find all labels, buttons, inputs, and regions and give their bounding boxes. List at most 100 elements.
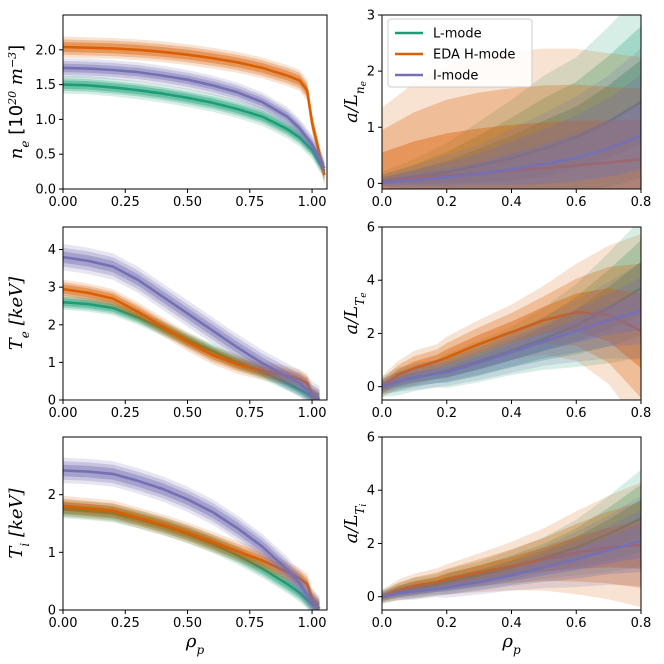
y-tick-label: 1	[48, 546, 56, 561]
x-tick-label: 0.8	[631, 195, 652, 210]
x-axis-label: ρp	[185, 631, 205, 657]
y-axis-label: ne [1020 m−3]	[6, 45, 33, 159]
uncertainty-band	[63, 457, 320, 610]
y-axis-label-part: a/L	[341, 94, 362, 123]
uncertainty-band	[382, 288, 641, 391]
y-axis-label-part: e	[359, 292, 369, 297]
x-tick-label: 0.50	[173, 406, 202, 421]
series-line	[382, 539, 641, 598]
uncertainty-band	[63, 296, 320, 400]
y-tick-label: 0	[367, 590, 375, 605]
x-tick-label: 0.4	[501, 616, 522, 631]
uncertainty-band	[382, 59, 641, 184]
y-axis-label-part: e	[359, 81, 369, 86]
y-axis-label: a/Lne	[341, 81, 369, 123]
plot-area	[382, 227, 641, 400]
y-axis-label-part: [keV]	[6, 487, 27, 542]
axes-frame	[62, 226, 328, 401]
y-tick-label: 2	[367, 327, 375, 342]
x-axis-label-part: p	[513, 643, 521, 657]
series-i-mode	[382, 495, 641, 603]
x-tick-label: 0.00	[49, 195, 78, 210]
x-axis-label-part: ρ	[501, 631, 513, 652]
uncertainty-band	[63, 461, 320, 610]
series-line	[382, 100, 641, 182]
series-i-mode	[63, 58, 326, 178]
series-eda-h-mode	[63, 495, 321, 610]
uncertainty-band	[63, 294, 320, 400]
series-line	[63, 45, 326, 176]
uncertainty-band	[382, 277, 641, 393]
y-axis-label-part: −3	[6, 52, 19, 68]
uncertainty-band	[382, 495, 641, 603]
y-axis-label-part: ]	[6, 45, 27, 52]
y-axis-label: Ti [keV]	[6, 487, 32, 558]
y-axis-label-part: i	[18, 543, 32, 547]
series-l-mode	[63, 294, 320, 400]
y-tick-label: 6	[367, 221, 375, 236]
plot-area	[63, 243, 321, 400]
x-tick-label: 0.2	[436, 406, 457, 421]
y-tick-label: 0.5	[35, 148, 56, 163]
y-axis-label-part: 20	[6, 91, 19, 106]
series-line	[63, 300, 320, 400]
y-tick-label: 1	[48, 356, 56, 371]
uncertainty-band	[63, 501, 320, 610]
y-axis-label-part: T	[353, 506, 367, 515]
y-tick-label: 3	[48, 281, 56, 296]
uncertainty-band	[63, 243, 320, 400]
series-i-mode	[63, 457, 321, 610]
x-axis-label-part: ρ	[185, 631, 197, 652]
y-axis-label-part: T	[353, 297, 367, 306]
x-tick-label: 1.00	[298, 195, 327, 210]
y-tick-label: 3	[367, 9, 375, 24]
uncertainty-band	[63, 36, 325, 186]
y-tick-label: 0	[367, 177, 375, 192]
x-tick-label: 0.6	[566, 195, 587, 210]
y-tick-label: 0	[48, 604, 56, 619]
axes-frame	[62, 436, 328, 611]
y-tick-label: 0	[367, 380, 375, 395]
y-axis-label-part: a/L	[341, 515, 362, 544]
x-tick-label: 0.25	[111, 195, 140, 210]
x-tick-label: 0.25	[111, 406, 140, 421]
x-tick-label: 0.6	[566, 406, 587, 421]
x-tick-label: 0.75	[235, 195, 264, 210]
uncertainty-band	[63, 502, 320, 610]
series-line	[63, 504, 321, 610]
y-axis-label-part: n	[353, 86, 367, 94]
plot-area	[63, 457, 321, 610]
series-i-mode	[382, 262, 641, 395]
series-line	[382, 310, 641, 388]
uncertainty-band	[382, 262, 641, 395]
legend-label: L-mode	[433, 27, 482, 42]
uncertainty-band	[382, 227, 641, 398]
x-tick-label: 0.00	[49, 616, 78, 631]
x-tick-label: 0.00	[49, 406, 78, 421]
y-tick-label: 2	[48, 318, 56, 333]
uncertainty-band	[382, 26, 641, 189]
series-eda-h-mode	[382, 482, 641, 608]
x-tick-label: 0.0	[372, 616, 393, 631]
series-line	[382, 309, 641, 388]
y-tick-label: 1	[367, 121, 375, 136]
y-axis-label-part: e	[18, 331, 32, 338]
uncertainty-band	[382, 15, 641, 189]
uncertainty-band	[63, 504, 320, 610]
y-axis-label-part: T	[6, 336, 27, 350]
x-tick-label: 1.00	[298, 616, 327, 631]
y-tick-label: 4	[48, 243, 56, 258]
y-tick-label: 4	[367, 484, 375, 499]
x-tick-label: 0.2	[436, 195, 457, 210]
x-tick-label: 0.0	[372, 195, 393, 210]
x-tick-label: 0.25	[111, 616, 140, 631]
series-i-mode	[63, 243, 321, 400]
uncertainty-band	[63, 282, 320, 400]
y-tick-label: 2	[367, 537, 375, 552]
uncertainty-band	[63, 247, 320, 400]
x-axis-label-part: p	[196, 643, 204, 657]
plot-area	[382, 469, 641, 608]
panel-ne: 0.00 0.25 0.50 0.75 1.000.00.51.01.52.0ne [1…	[6, 14, 328, 210]
legend: L-mode EDA H-mode I-mode	[387, 18, 533, 88]
